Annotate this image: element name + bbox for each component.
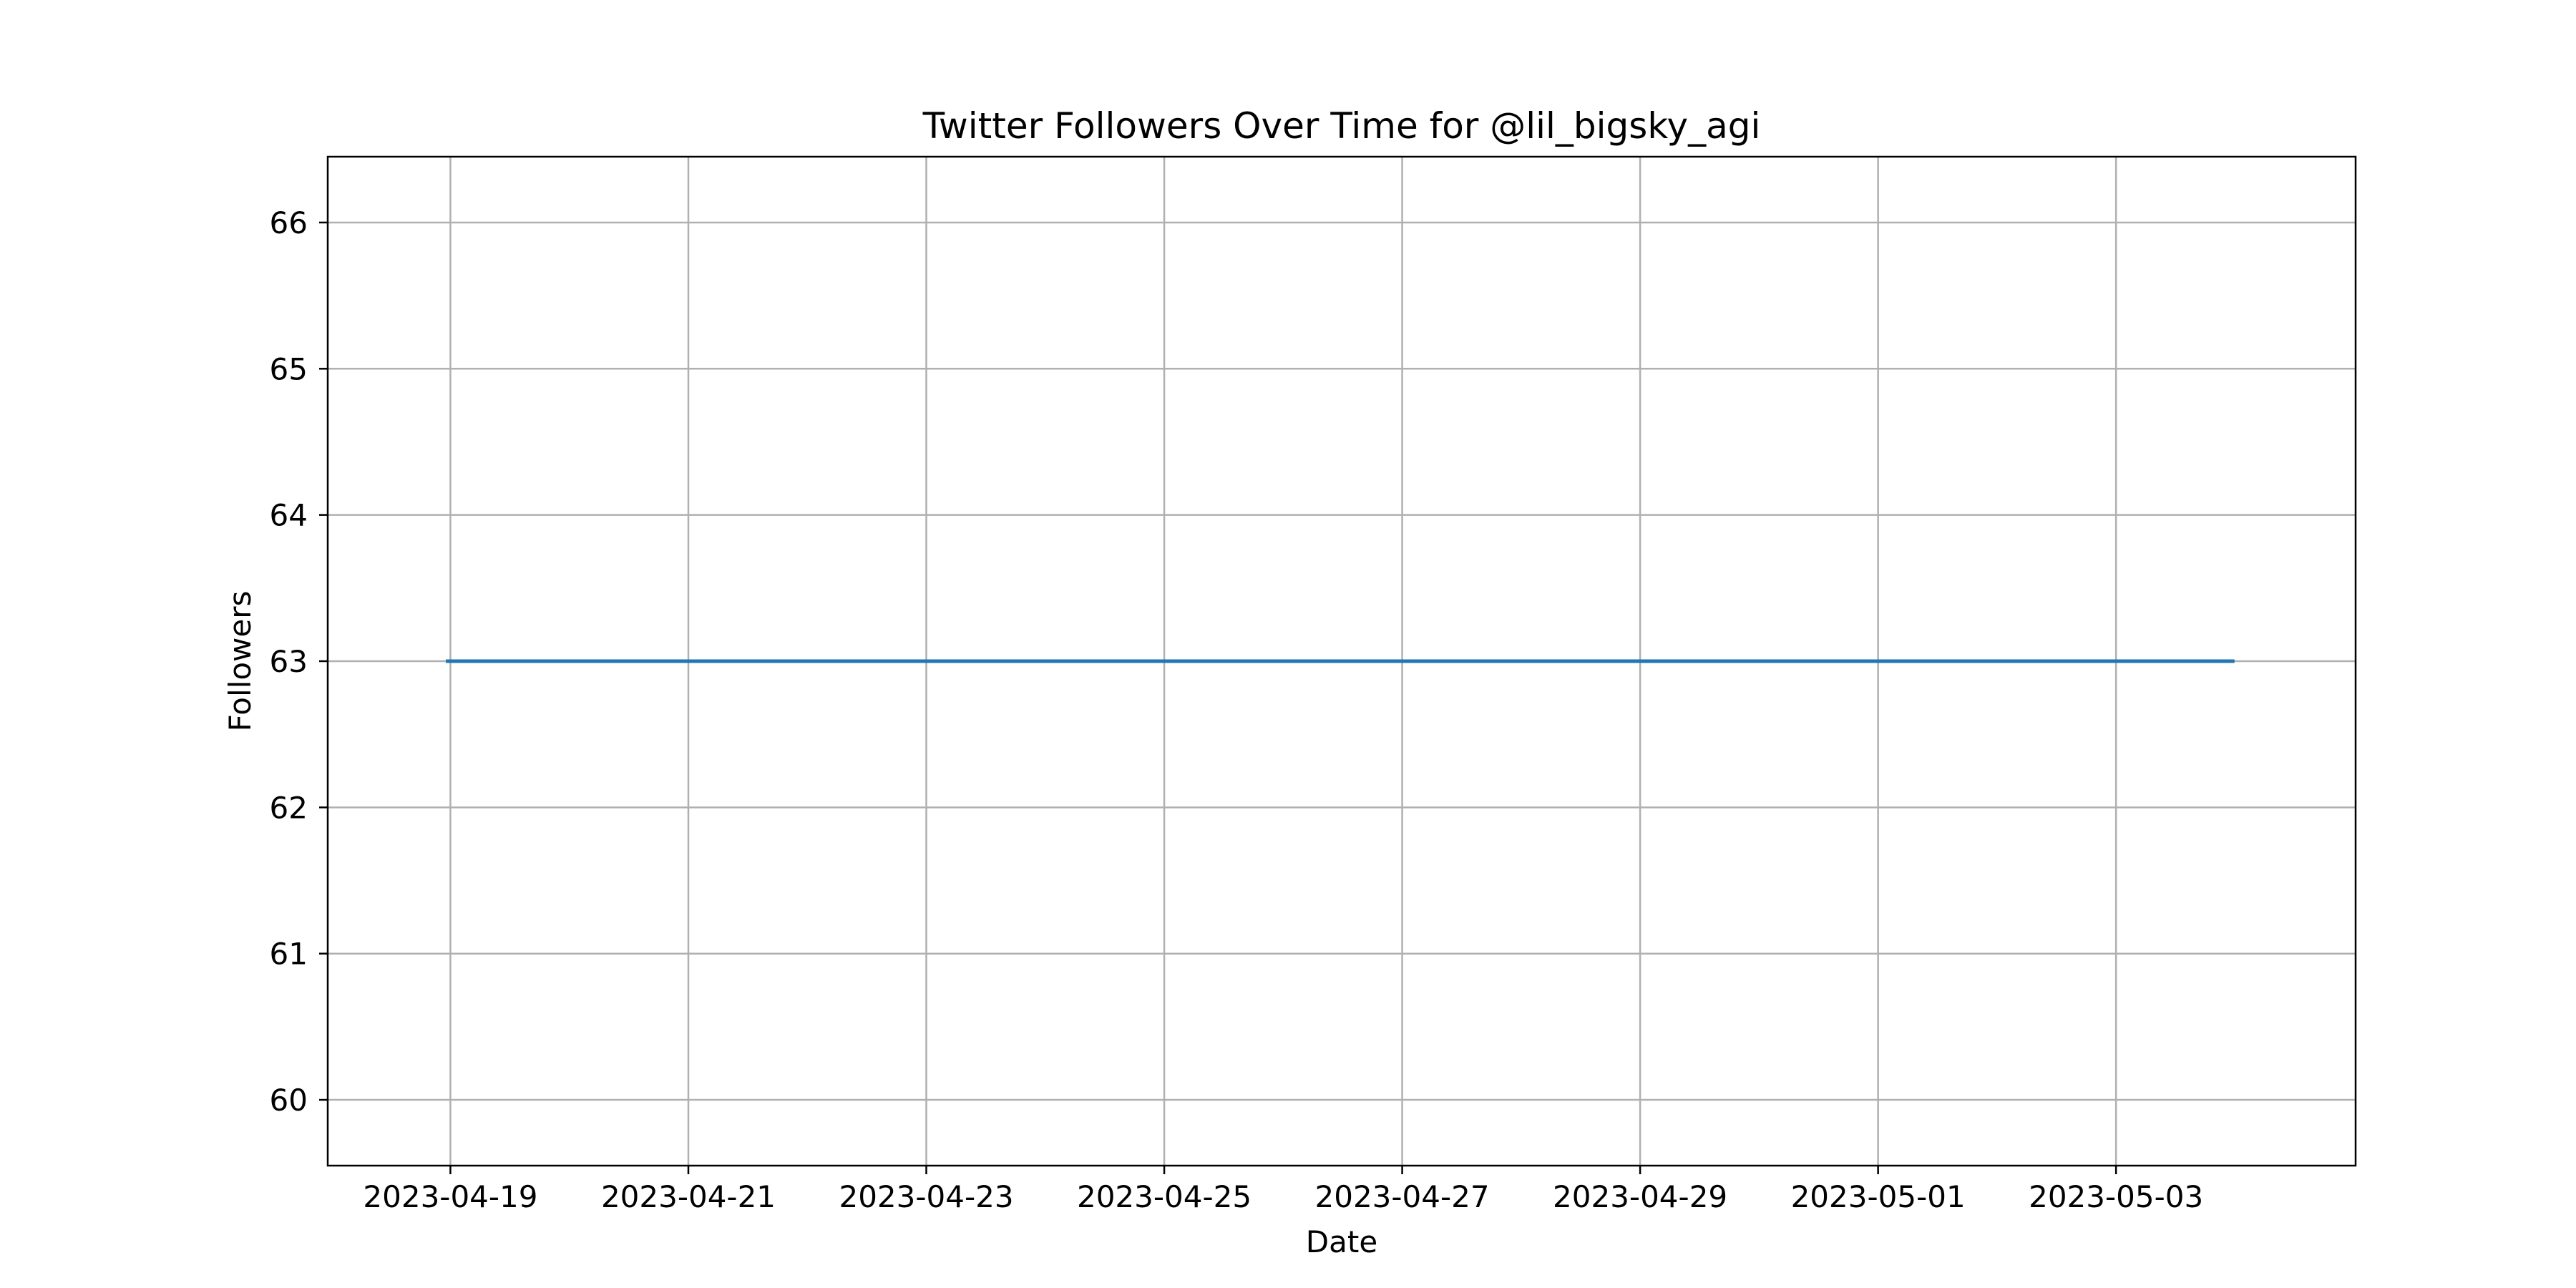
y-tick-label: 65 xyxy=(270,351,308,386)
x-tick-label: 2023-04-23 xyxy=(839,1179,1013,1214)
y-tick-label: 62 xyxy=(270,790,308,825)
chart-title: Twitter Followers Over Time for @lil_big… xyxy=(922,105,1761,147)
x-axis-label: Date xyxy=(1306,1224,1377,1259)
y-axis-ticks: 60 61 62 63 64 65 66 xyxy=(270,205,328,1118)
x-tick-label: 2023-04-27 xyxy=(1315,1179,1490,1214)
x-tick-label: 2023-04-19 xyxy=(363,1179,537,1214)
x-tick-label: 2023-05-03 xyxy=(2029,1179,2203,1214)
y-tick-label: 61 xyxy=(270,937,308,972)
x-tick-label: 2023-05-01 xyxy=(1791,1179,1966,1214)
y-tick-label: 60 xyxy=(270,1083,308,1118)
x-tick-label: 2023-04-21 xyxy=(601,1179,776,1214)
y-tick-label: 64 xyxy=(270,498,308,533)
y-tick-label: 66 xyxy=(270,205,308,240)
y-axis-label: Followers xyxy=(223,591,258,732)
x-axis-ticks: 2023-04-19 2023-04-21 2023-04-23 2023-04-25… xyxy=(363,1166,2203,1214)
y-tick-label: 63 xyxy=(270,644,308,679)
x-tick-label: 2023-04-29 xyxy=(1553,1179,1727,1214)
x-tick-label: 2023-04-25 xyxy=(1077,1179,1252,1214)
